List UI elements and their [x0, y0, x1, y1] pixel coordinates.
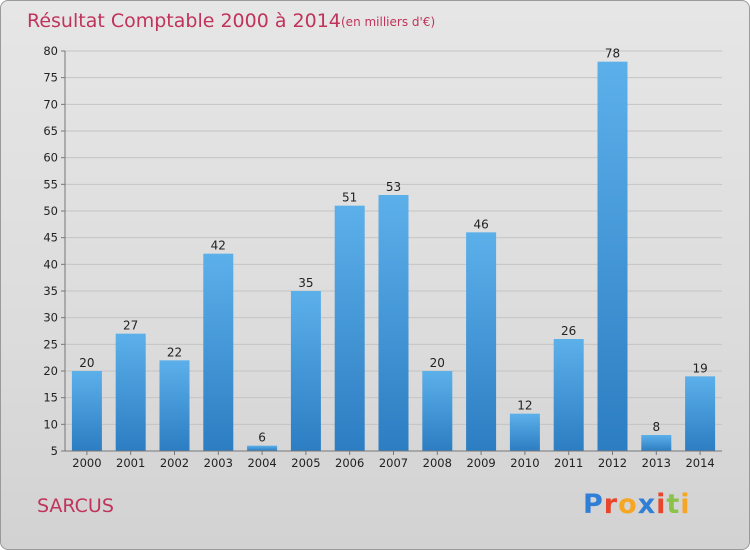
- x-tick-label: 2006: [335, 456, 364, 470]
- logo-letter: o: [618, 489, 638, 520]
- x-tick-label: 2003: [204, 456, 233, 470]
- y-axis-ticks: 5 10 15 20 25 30 35 40 45 50 55 60 65 70 75 80: [43, 44, 65, 458]
- x-axis-ticks: 2000 2001 2002 2003 2004 2005 2006 2007 2008 2009…: [72, 451, 715, 470]
- bar-2002: [159, 360, 190, 451]
- x-tick-label: 2005: [291, 456, 320, 470]
- bar-2004: [247, 445, 278, 451]
- y-tick-label: 40: [43, 257, 58, 271]
- bar-2001: [115, 333, 146, 451]
- y-tick-label: 5: [51, 444, 58, 458]
- data-label-2009: 46: [473, 217, 488, 231]
- bar-2008: [422, 371, 453, 451]
- x-tick-label: 2001: [116, 456, 145, 470]
- bar-2005: [290, 291, 321, 451]
- chart-title: Résultat Comptable 2000 à 2014: [27, 10, 341, 32]
- data-label-2007: 53: [386, 180, 401, 194]
- logo-letter: r: [603, 489, 619, 520]
- data-label-2012: 78: [605, 47, 620, 61]
- y-tick-label: 30: [43, 311, 58, 325]
- bar-2011: [553, 339, 584, 451]
- data-label-2013: 8: [652, 420, 660, 434]
- x-tick-label: 2007: [379, 456, 408, 470]
- data-label-2011: 26: [561, 324, 576, 338]
- y-tick-label: 75: [43, 71, 58, 85]
- x-tick-label: 2000: [72, 456, 101, 470]
- data-label-2005: 35: [298, 276, 313, 290]
- bar-2013: [641, 435, 672, 451]
- y-tick-label: 50: [43, 204, 58, 218]
- bar-2012: [597, 61, 628, 452]
- bar-2007: [378, 195, 409, 451]
- y-tick-label: 20: [43, 364, 58, 378]
- y-tick-label: 45: [43, 231, 58, 245]
- x-tick-label: 2011: [554, 456, 583, 470]
- data-label-2006: 51: [342, 191, 357, 205]
- x-tick-label: 2012: [598, 456, 627, 470]
- bar-2014: [685, 376, 716, 451]
- x-tick-label: 2009: [466, 456, 495, 470]
- x-tick-label: 2013: [642, 456, 671, 470]
- proxiti-logo[interactable]: Proxiti: [583, 489, 691, 520]
- y-tick-label: 55: [43, 177, 58, 191]
- x-tick-label: 2004: [247, 456, 276, 470]
- y-tick-label: 65: [43, 124, 58, 138]
- bar-2010: [509, 413, 540, 451]
- place-name: SARCUS: [37, 495, 114, 517]
- logo-letter: i: [680, 489, 691, 520]
- y-tick-label: 35: [43, 284, 58, 298]
- y-tick-label: 10: [43, 417, 58, 431]
- data-label-2014: 19: [692, 361, 707, 375]
- data-label-2000: 20: [79, 356, 94, 370]
- logo-letter: t: [666, 489, 681, 520]
- logo-letter: x: [637, 489, 657, 520]
- data-label-2003: 42: [211, 239, 226, 253]
- logo-letter: i: [656, 489, 667, 520]
- bar-2000: [71, 371, 102, 451]
- data-label-2002: 22: [167, 345, 182, 359]
- x-tick-label: 2014: [685, 456, 714, 470]
- data-label-2008: 20: [430, 356, 445, 370]
- chart-subtitle: (en milliers d'€): [341, 15, 435, 29]
- x-tick-label: 2002: [160, 456, 189, 470]
- bars: 20 27 22 42 6 35 51 53 20 46 12 26 78 8 19: [71, 47, 716, 452]
- bar-2003: [203, 253, 234, 451]
- y-tick-label: 60: [43, 151, 58, 165]
- data-label-2001: 27: [123, 319, 138, 333]
- bar-2006: [334, 205, 365, 451]
- logo-letter: P: [583, 489, 604, 520]
- y-tick-label: 15: [43, 391, 58, 405]
- y-tick-label: 70: [43, 97, 58, 111]
- y-tick-label: 80: [43, 44, 58, 58]
- data-label-2004: 6: [258, 431, 266, 445]
- x-tick-label: 2010: [510, 456, 539, 470]
- x-tick-label: 2008: [423, 456, 452, 470]
- y-tick-label: 25: [43, 337, 58, 351]
- data-label-2010: 12: [517, 399, 532, 413]
- bar-2009: [466, 232, 497, 451]
